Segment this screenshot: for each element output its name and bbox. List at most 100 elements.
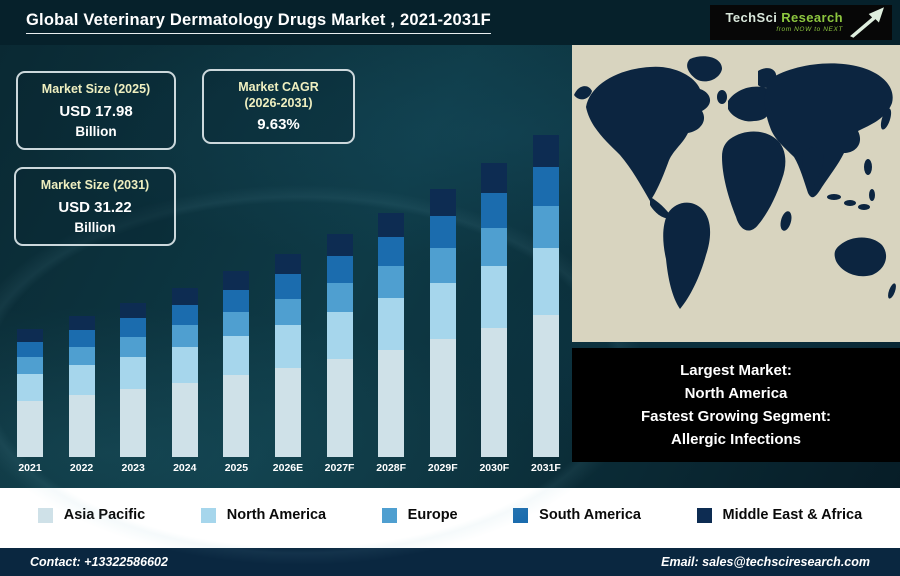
legend-item: Europe xyxy=(381,507,458,523)
bar-segment xyxy=(223,375,250,457)
bar-segment xyxy=(120,356,147,390)
bar-column-2024: 2024 xyxy=(167,287,203,474)
legend-item: Middle East & Africa xyxy=(696,507,863,523)
bar-segment xyxy=(481,227,508,267)
bar-segment xyxy=(429,282,456,340)
bar-segment xyxy=(326,312,353,359)
bar-segment xyxy=(17,328,43,342)
market-highlights-box: Largest Market: North America Fastest Gr… xyxy=(572,348,900,462)
world-map-panel xyxy=(572,45,900,342)
market-cagr-box: Market CAGR (2026-2031) 9.63% xyxy=(202,69,355,145)
bar-segment xyxy=(17,356,43,374)
bar-segment xyxy=(378,298,405,350)
fastest-segment-heading: Fastest Growing Segment: xyxy=(640,408,832,425)
bar-segment xyxy=(68,347,95,366)
bar-segment xyxy=(326,283,353,313)
bar-column-2025: 2025 xyxy=(218,271,254,474)
bar-segment xyxy=(378,349,405,457)
bar-segment xyxy=(326,358,353,457)
bar-segment xyxy=(532,167,559,206)
x-axis-label: 2031F xyxy=(531,462,561,474)
stacked-bar-chart: 2021 2022 2023 2024 2025 2026E 2027F 2028F 2029F… xyxy=(12,134,564,474)
stacked-bar xyxy=(223,271,250,457)
x-axis-label: 2029F xyxy=(427,462,458,474)
market-size-2025-label: Market Size (2025) xyxy=(41,82,151,96)
bar-segment xyxy=(532,205,559,248)
legend-item: North America xyxy=(200,507,327,523)
x-axis-label: 2028F xyxy=(376,462,407,474)
bar-segment xyxy=(481,266,508,328)
footer-email: Email: sales@techsciresearch.com xyxy=(661,555,870,569)
x-axis-label: 2023 xyxy=(121,462,145,474)
techsci-logo: TechSci Research from NOW to NEXT xyxy=(710,5,892,40)
stacked-bar xyxy=(17,328,43,457)
bar-segment xyxy=(223,290,250,313)
bar-column-2021: 2021 xyxy=(12,328,48,474)
header: Global Veterinary Dermatology Drugs Mark… xyxy=(0,0,900,45)
bar-column-2029F: 2029F xyxy=(425,189,461,474)
stacked-bar xyxy=(532,134,559,457)
bar-segment xyxy=(274,253,301,275)
largest-market-heading: Largest Market: xyxy=(680,361,792,379)
logo-brand-research: Research xyxy=(781,10,843,26)
legend-item: South America xyxy=(513,507,641,523)
bar-segment xyxy=(171,325,198,347)
market-cagr-value: 9.63% xyxy=(257,116,300,134)
bar-segment xyxy=(429,248,456,283)
legend-swatch xyxy=(381,507,397,523)
world-map xyxy=(572,45,900,342)
chart-legend: Asia Pacific North America Europe South Ame… xyxy=(0,488,900,548)
bar-segment xyxy=(378,212,405,238)
footer: Contact: +13322586602 Email: sales@techs… xyxy=(0,548,900,576)
bar-segment xyxy=(17,341,43,357)
bar-segment xyxy=(481,327,508,457)
legend-swatch xyxy=(696,507,712,523)
legend-label: Asia Pacific xyxy=(63,507,146,523)
x-axis-label: 2021 xyxy=(18,462,42,474)
market-cagr-label-line1: Market CAGR xyxy=(238,80,319,94)
bar-segment xyxy=(532,134,559,168)
bar-column-2031F: 2031F xyxy=(528,134,564,474)
bar-segment xyxy=(429,215,456,249)
market-size-2031-value: USD 31.22 xyxy=(58,198,132,216)
bar-column-2030F: 2030F xyxy=(476,163,512,474)
logo-text: TechSci Research from NOW to NEXT xyxy=(726,11,843,34)
bar-segment xyxy=(120,389,147,457)
map-continents xyxy=(574,56,896,309)
bar-segment xyxy=(223,336,250,376)
bar-segment xyxy=(326,234,353,257)
bar-segment xyxy=(68,395,95,457)
bar-segment xyxy=(532,315,559,457)
main-area: Market Size (2025) USD 17.98 Billion Mar… xyxy=(0,45,900,576)
bar-segment xyxy=(274,274,301,299)
bar-column-2022: 2022 xyxy=(64,316,100,474)
bar-segment xyxy=(326,256,353,284)
bar-column-2027F: 2027F xyxy=(322,234,358,474)
fastest-segment-value: Allergic Infections xyxy=(670,431,802,449)
market-size-2025-unit: Billion xyxy=(75,123,117,139)
bar-segment xyxy=(481,192,508,228)
bar-segment xyxy=(274,298,301,325)
stacked-bar xyxy=(481,163,508,457)
bar-segment xyxy=(223,312,250,337)
stacked-bar xyxy=(120,302,147,457)
logo-brand: TechSci Research xyxy=(726,11,843,24)
bar-segment xyxy=(68,330,95,348)
bar-segment xyxy=(378,266,405,299)
bar-segment xyxy=(120,318,147,337)
legend-label: North America xyxy=(226,507,327,523)
bar-segment xyxy=(532,247,559,316)
bar-segment xyxy=(120,336,147,357)
bar-segment xyxy=(378,237,405,267)
market-size-2031-box: Market Size (2031) USD 31.22 Billion xyxy=(14,167,176,246)
bar-column-2023: 2023 xyxy=(115,302,151,474)
bar-column-2026E: 2026E xyxy=(270,253,306,474)
market-size-2031-label: Market Size (2031) xyxy=(40,178,150,192)
legend-label: South America xyxy=(539,507,641,523)
legend-swatch xyxy=(513,507,529,523)
bar-segment xyxy=(429,189,456,216)
logo-brand-techsci: TechSci xyxy=(725,10,778,26)
market-cagr-label-line2: (2026-2031) xyxy=(244,95,313,110)
legend-label: Middle East & Africa xyxy=(722,507,863,523)
